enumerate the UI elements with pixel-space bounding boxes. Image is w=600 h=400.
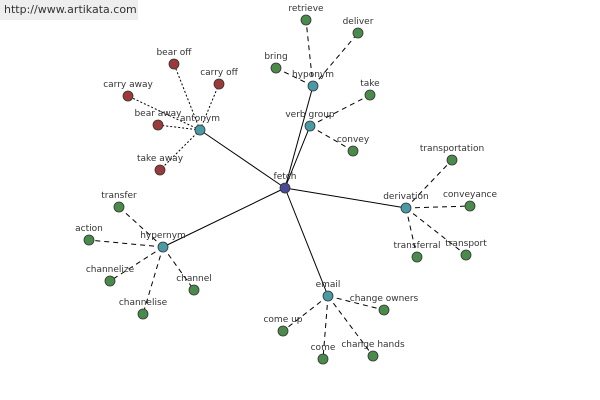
node-label: take <box>360 79 380 89</box>
edge <box>157 124 201 131</box>
leaf-node <box>317 353 329 365</box>
edge <box>327 295 374 357</box>
leaf-node <box>347 145 359 157</box>
leaf-node <box>122 90 134 102</box>
leaf-node <box>300 14 312 26</box>
leaf-node <box>168 58 180 70</box>
relation-node <box>307 80 319 92</box>
edge <box>405 207 467 256</box>
leaf-node <box>277 325 289 337</box>
leaf-node <box>137 308 149 320</box>
node-label: transfer <box>101 191 137 201</box>
leaf-node <box>464 200 476 212</box>
node-label: fetch <box>274 172 297 182</box>
edge <box>405 159 453 209</box>
leaf-node <box>213 78 225 90</box>
edge <box>127 95 201 131</box>
edge <box>199 83 220 131</box>
node-label: convey <box>337 135 370 145</box>
leaf-node <box>378 304 390 316</box>
node-label: transportation <box>420 144 484 154</box>
leaf-node <box>154 164 166 176</box>
leaf-node <box>104 275 116 287</box>
edge <box>284 187 329 297</box>
leaf-node <box>270 62 282 74</box>
node-label: action <box>75 224 103 234</box>
node-label: verb group <box>285 110 335 120</box>
node-label: hyponym <box>292 70 334 80</box>
node-label: derivation <box>383 192 429 202</box>
edge <box>118 206 164 248</box>
edge <box>405 205 471 209</box>
node-label: change owners <box>350 294 419 304</box>
leaf-node <box>460 249 472 261</box>
edge <box>88 239 164 248</box>
leaf-node <box>367 350 379 362</box>
edge <box>109 246 164 282</box>
leaf-node <box>152 119 164 131</box>
node-label: come <box>311 343 336 353</box>
center-node <box>279 182 291 194</box>
edge <box>284 85 314 189</box>
node-label: take away <box>137 154 184 164</box>
node-label: channel <box>176 274 212 284</box>
relation-node <box>322 290 334 302</box>
relation-node <box>157 241 169 253</box>
edge <box>159 129 201 171</box>
edge <box>142 246 164 315</box>
node-label: carry off <box>200 68 238 78</box>
relation-node <box>400 202 412 214</box>
edge <box>284 125 311 189</box>
leaf-node <box>411 251 423 263</box>
edge <box>322 295 329 360</box>
node-label: bear away <box>134 109 182 119</box>
leaf-node <box>352 27 364 39</box>
node-label: change hands <box>341 340 405 350</box>
edge <box>282 295 329 332</box>
node-label: retrieve <box>288 4 324 14</box>
node-label: bring <box>264 52 287 62</box>
node-label: channelize <box>86 265 135 275</box>
node-label: channelise <box>119 298 168 308</box>
node-label: hypernym <box>140 231 186 241</box>
relation-node <box>194 124 206 136</box>
node-label: deliver <box>343 17 374 27</box>
node-label: come up <box>263 315 302 325</box>
node-label: carry away <box>103 80 153 90</box>
edge <box>312 32 359 87</box>
node-label: bear off <box>156 48 192 58</box>
edge <box>305 19 314 87</box>
node-label: conveyance <box>443 190 498 200</box>
leaf-node <box>113 201 125 213</box>
node-label: email <box>316 280 341 290</box>
edge <box>275 67 314 87</box>
edge <box>199 129 286 189</box>
edge <box>327 295 385 311</box>
watermark: http://www.artikata.com <box>0 0 138 20</box>
node-label: transferral <box>393 241 440 251</box>
leaf-node <box>446 154 458 166</box>
edge <box>309 94 371 127</box>
leaf-node <box>83 234 95 246</box>
node-label: transport <box>445 239 487 249</box>
leaf-node <box>364 89 376 101</box>
node-label: antonym <box>180 114 220 124</box>
relation-node <box>304 120 316 132</box>
edge <box>284 187 407 209</box>
leaf-node <box>188 284 200 296</box>
edge <box>162 187 286 248</box>
